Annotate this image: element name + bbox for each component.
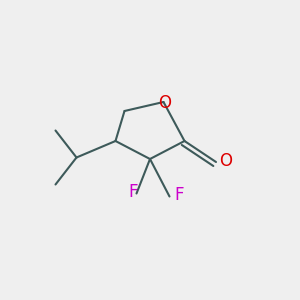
Text: F: F: [175, 186, 184, 204]
Text: O: O: [158, 94, 172, 112]
Text: O: O: [219, 152, 232, 169]
Text: F: F: [129, 183, 138, 201]
